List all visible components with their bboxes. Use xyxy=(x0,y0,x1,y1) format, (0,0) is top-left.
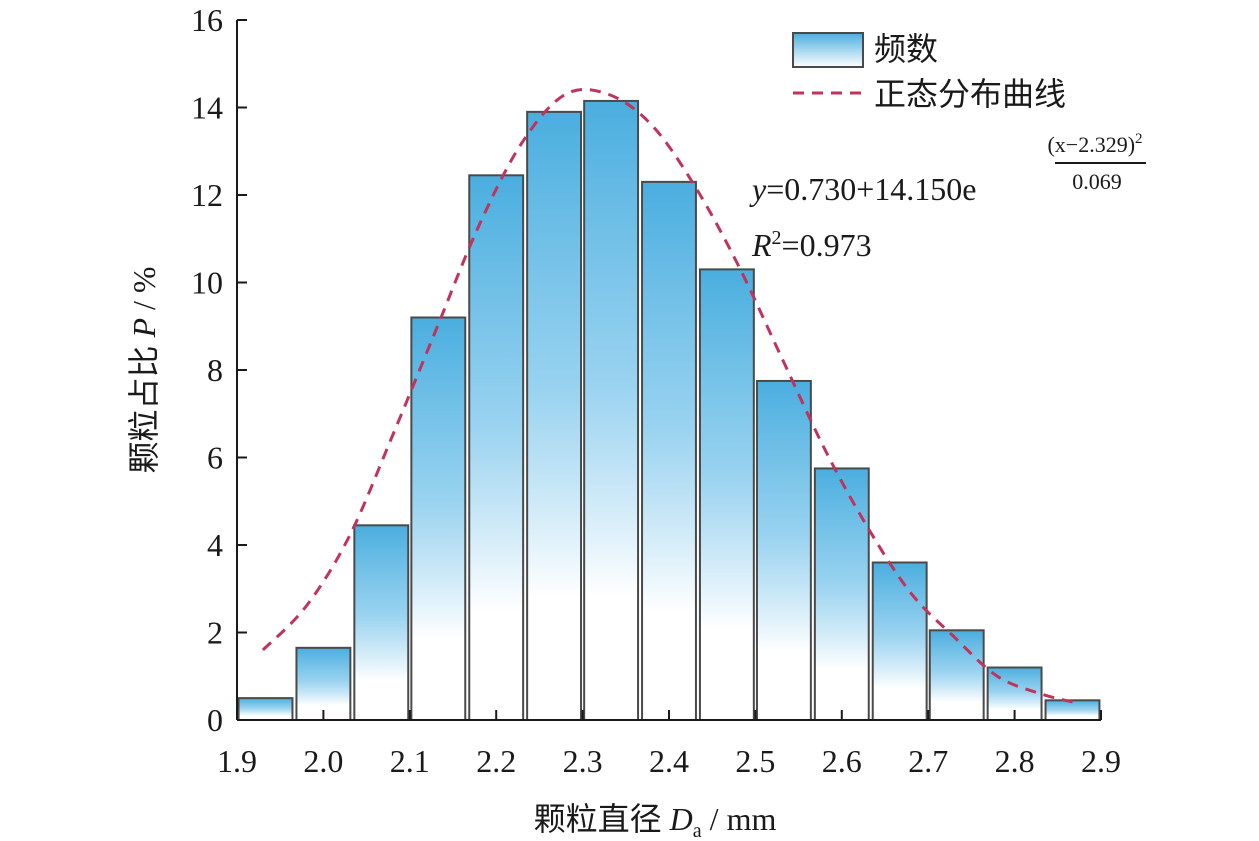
legend: 频数 正态分布曲线 xyxy=(792,30,1066,113)
bar xyxy=(641,180,697,721)
y-axis-title: 颗粒占比P / % xyxy=(125,266,163,473)
x-tick-label: 2.5 xyxy=(735,743,775,779)
bar xyxy=(928,629,985,721)
x-tick-label: 2.2 xyxy=(476,743,516,779)
y-tick-label: 8 xyxy=(207,352,223,388)
bar-group xyxy=(237,99,1101,721)
x-tick-label: 2.4 xyxy=(649,743,689,779)
x-tick-label: 2.6 xyxy=(822,743,862,779)
y-tick-label: 14 xyxy=(191,90,223,126)
x-tick-label: 2.7 xyxy=(908,743,948,779)
legend-label-curve: 正态分布曲线 xyxy=(874,75,1066,113)
bar xyxy=(295,646,352,721)
y-tick-label: 4 xyxy=(207,527,223,563)
bar xyxy=(410,316,467,721)
x-axis-ticks: 1.9 2.0 2.1 2.2 2.3 2.4 2.5 2.6 2.7 2.8 2.9 xyxy=(217,710,1121,779)
y-tick-label: 12 xyxy=(191,177,223,213)
y-tick-label: 6 xyxy=(207,440,223,476)
y-tick-label: 0 xyxy=(207,702,223,738)
x-tick-label: 2.9 xyxy=(1081,743,1121,779)
y-tick-label: 16 xyxy=(191,2,223,38)
y-tick-label: 10 xyxy=(191,265,223,301)
exponent-denominator: 0.069 xyxy=(1072,169,1122,194)
bar xyxy=(353,524,410,721)
y-tick-label: 2 xyxy=(207,615,223,651)
bar xyxy=(526,110,583,721)
bar xyxy=(1044,699,1101,721)
bar xyxy=(871,561,928,721)
bar xyxy=(698,268,755,721)
legend-label-bars: 频数 xyxy=(874,30,938,68)
y-axis-ticks: 0 2 4 6 8 10 12 14 16 xyxy=(191,2,247,738)
bar xyxy=(755,379,812,721)
x-tick-label: 2.0 xyxy=(303,743,343,779)
normal-fit-curve xyxy=(261,87,1076,704)
x-tick-label: 2.8 xyxy=(995,743,1035,779)
exponent-numerator: (x−2.329)2 xyxy=(1047,131,1142,157)
bar xyxy=(468,174,525,721)
r-squared-text: R2=0.973 xyxy=(751,227,872,263)
fit-equation: y=0.730+14.150e (x−2.329)2 0.069 R2=0.97… xyxy=(749,131,1146,263)
bar xyxy=(237,697,294,721)
legend-swatch-bars xyxy=(792,32,864,68)
x-tick-label: 1.9 xyxy=(217,743,257,779)
bar xyxy=(583,99,640,721)
x-tick-label: 2.1 xyxy=(390,743,430,779)
equation-text: y=0.730+14.150e xyxy=(749,171,977,207)
x-tick-label: 2.3 xyxy=(563,743,603,779)
x-axis-title: 颗粒直径 Da / mm xyxy=(534,800,777,841)
bar xyxy=(813,467,870,721)
